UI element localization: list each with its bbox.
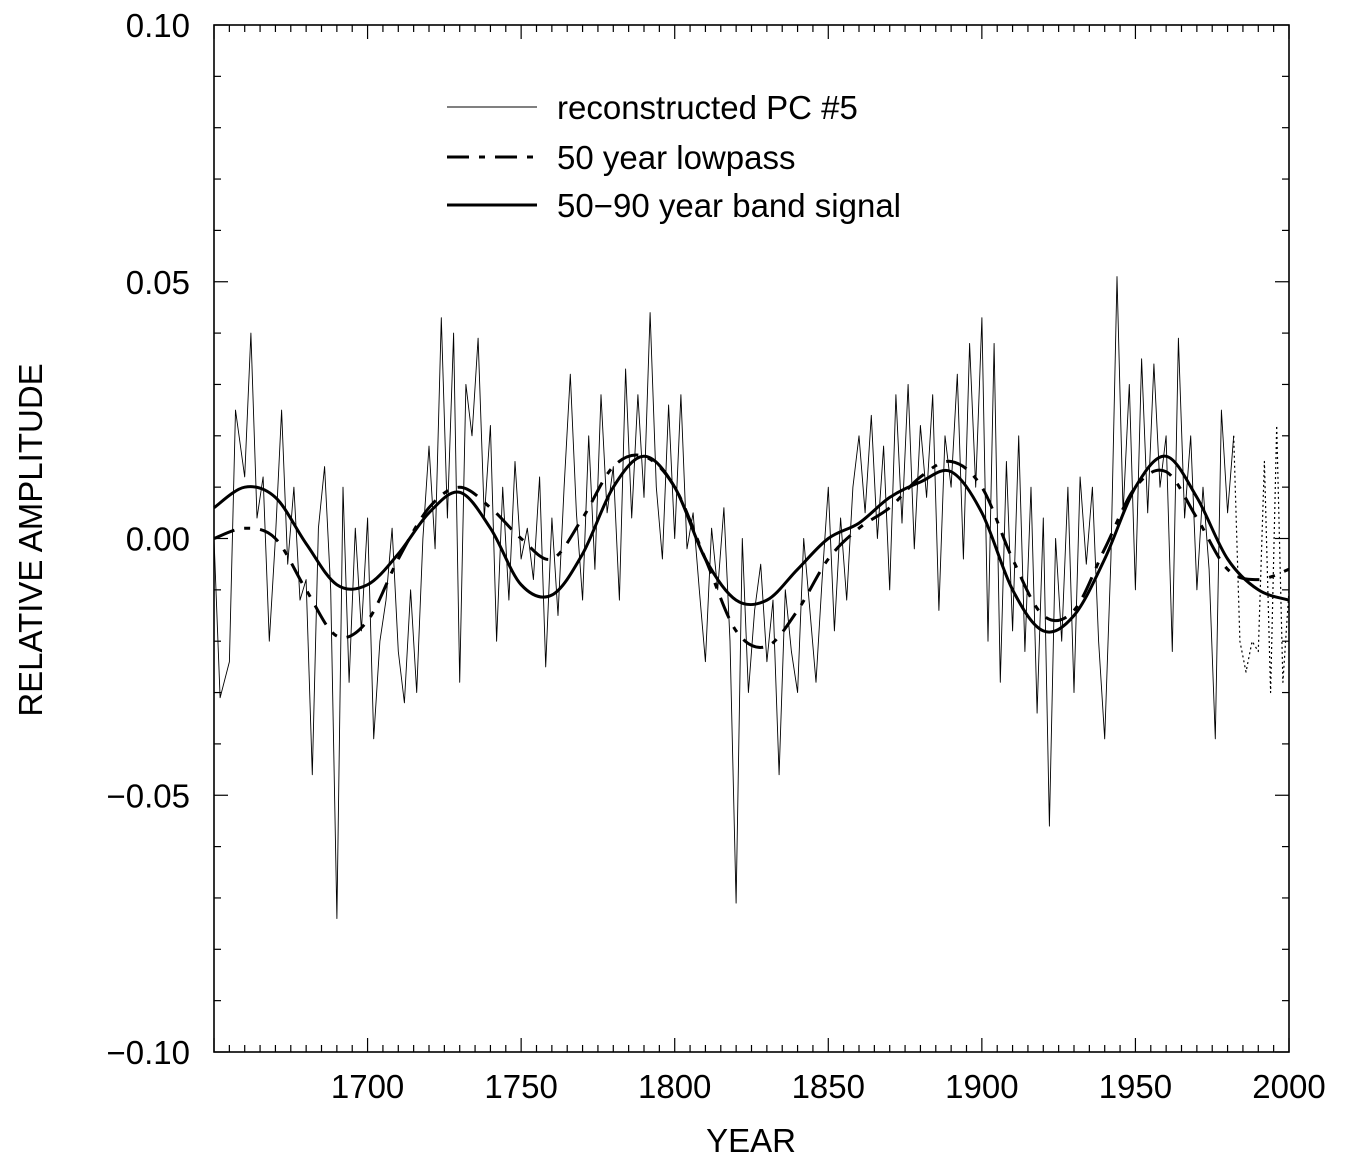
x-tick-label: 1800 <box>638 1068 711 1105</box>
y-tick-label: 0.05 <box>126 264 190 301</box>
x-tick-label: 1950 <box>1099 1068 1172 1105</box>
x-tick-label: 1850 <box>792 1068 865 1105</box>
y-tick-label: −0.05 <box>107 777 191 814</box>
legend: reconstructed PC #5 50 year lowpass 50−9… <box>447 89 901 224</box>
y-tick-label: −0.10 <box>107 1034 191 1071</box>
x-tick-label: 1750 <box>484 1068 557 1105</box>
x-axis-title: YEAR <box>706 1122 796 1159</box>
series-50-year-lowpass <box>213 453 1290 649</box>
axis-ticks <box>213 24 1290 1053</box>
legend-label-lowpass: 50 year lowpass <box>557 139 795 176</box>
axis-tick-labels: 1700 1750 1800 1850 1900 1950 2000 0.10 0.05 0.00… <box>107 7 1326 1105</box>
x-tick-label: 1900 <box>945 1068 1018 1105</box>
x-tick-label: 1700 <box>331 1068 404 1105</box>
legend-label-band-signal: 50−90 year band signal <box>557 187 901 224</box>
series-reconstructed-pc5-extension <box>1233 424 1290 694</box>
series-layer <box>213 276 1290 919</box>
series-reconstructed-pc5 <box>213 276 1235 919</box>
x-tick-label: 2000 <box>1252 1068 1325 1105</box>
y-tick-label: 0.00 <box>126 521 190 558</box>
legend-label-reconstructed: reconstructed PC #5 <box>557 89 858 126</box>
y-tick-label: 0.10 <box>126 7 190 44</box>
plot-frame <box>213 24 1290 1053</box>
series-50-90-year-band-signal <box>213 454 1290 634</box>
y-axis-title: RELATIVE AMPLITUDE <box>12 363 49 716</box>
